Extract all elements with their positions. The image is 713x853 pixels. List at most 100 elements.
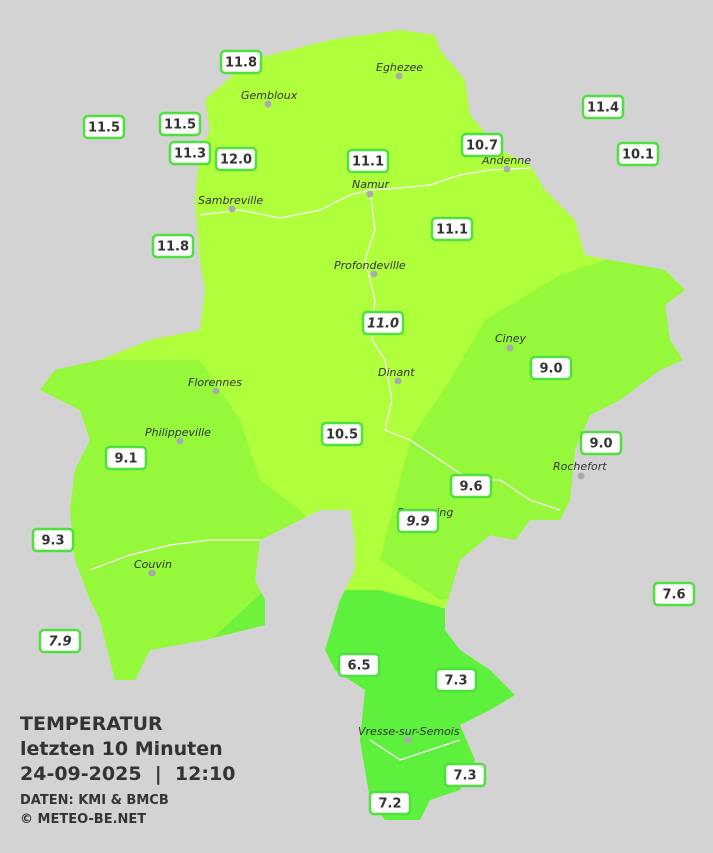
city-name: Philippeville <box>145 426 211 439</box>
station: 6.5 <box>337 652 381 678</box>
station-box <box>581 94 625 120</box>
station-value: 11.3 <box>174 147 206 162</box>
station-value: 9.9 <box>406 515 429 530</box>
station-box <box>337 652 381 678</box>
station-box <box>396 508 440 534</box>
station-value: 10.7 <box>466 139 498 154</box>
station-box <box>652 581 696 607</box>
station: 11.5 <box>82 114 126 140</box>
station-value: 11.5 <box>164 118 196 133</box>
station-value: 9.1 <box>114 452 137 467</box>
station: 11.1 <box>346 148 390 174</box>
station: 11.0 <box>361 310 405 336</box>
station-box <box>616 141 660 167</box>
station-value: 9.3 <box>41 534 64 549</box>
station-value: 7.2 <box>378 797 401 812</box>
station-box <box>158 111 202 137</box>
station-box <box>168 140 212 166</box>
station-box <box>361 310 405 336</box>
station: 11.4 <box>581 94 625 120</box>
station-box <box>38 628 82 654</box>
station: 11.8 <box>219 49 263 75</box>
station-value: 7.9 <box>48 635 71 650</box>
city-dot <box>212 387 220 395</box>
station: 9.0 <box>579 430 623 456</box>
station-value: 11.0 <box>367 317 399 332</box>
station-value: 12.0 <box>220 153 252 168</box>
station-value: 11.8 <box>225 56 257 71</box>
station-box <box>579 430 623 456</box>
caption: TEMPERATUR letzten 10 Minuten 24-09-2025… <box>20 713 235 827</box>
source: DATEN: KMI & BMCB <box>20 793 169 808</box>
station-box <box>434 667 478 693</box>
copyright: © METEO-BE.NET <box>20 812 146 827</box>
station: 9.6 <box>449 473 493 499</box>
station-value: 11.1 <box>436 223 468 238</box>
station-box <box>104 445 148 471</box>
station-box <box>460 132 504 158</box>
station-box <box>368 790 412 816</box>
station-box <box>430 216 474 242</box>
station-value: 9.6 <box>459 480 482 495</box>
station-box <box>529 355 573 381</box>
station-box <box>449 473 493 499</box>
city-name: Ciney <box>495 332 526 345</box>
station: 7.6 <box>652 581 696 607</box>
city-dot <box>577 472 585 480</box>
station: 9.3 <box>31 527 75 553</box>
city-dot <box>366 190 374 198</box>
station: 7.3 <box>434 667 478 693</box>
station: 11.8 <box>151 233 195 259</box>
city-name: Profondeville <box>334 259 406 272</box>
city-dot <box>176 437 184 445</box>
station-value: 7.6 <box>662 588 685 603</box>
station: 10.5 <box>320 421 364 447</box>
station-value: 9.0 <box>589 437 612 452</box>
station-box <box>443 762 487 788</box>
city-name: Couvin <box>134 558 172 571</box>
station-box <box>31 527 75 553</box>
city-dot <box>395 72 403 80</box>
station-value: 11.5 <box>88 121 120 136</box>
city-name: Dinant <box>378 366 415 379</box>
station-value: 10.5 <box>326 428 358 443</box>
city-dot <box>264 100 272 108</box>
city-dot <box>503 165 511 173</box>
station: 10.1 <box>616 141 660 167</box>
city-name: Vresse-sur-Semois <box>358 725 460 738</box>
city-name: Sambreville <box>198 194 263 207</box>
city-dot <box>370 270 378 278</box>
station: 9.9 <box>396 508 440 534</box>
station-box <box>151 233 195 259</box>
station-box <box>320 421 364 447</box>
station: 12.0 <box>214 146 258 172</box>
station: 7.2 <box>368 790 412 816</box>
subtitle: letzten 10 Minuten <box>20 738 223 760</box>
station: 11.5 <box>158 111 202 137</box>
station: 9.1 <box>104 445 148 471</box>
station-value: 6.5 <box>347 659 370 674</box>
station-value: 7.3 <box>444 674 467 689</box>
city-name: Eghezee <box>376 61 423 74</box>
station: 9.0 <box>529 355 573 381</box>
station-box <box>214 146 258 172</box>
station-box <box>346 148 390 174</box>
station-box <box>82 114 126 140</box>
datetime: 24-09-2025 | 12:10 <box>20 763 235 785</box>
station: 7.9 <box>38 628 82 654</box>
station-value: 11.1 <box>352 155 384 170</box>
city-dot <box>404 736 412 744</box>
city-dot <box>228 205 236 213</box>
city-name: Florennes <box>188 376 242 389</box>
station: 11.3 <box>168 140 212 166</box>
title: TEMPERATUR <box>20 713 163 735</box>
city-dot <box>148 569 156 577</box>
station: 11.1 <box>430 216 474 242</box>
station-box <box>219 49 263 75</box>
city-dot <box>394 377 402 385</box>
station-value: 11.4 <box>587 101 619 116</box>
city-dot <box>506 344 514 352</box>
station-value: 7.3 <box>453 769 476 784</box>
city-name: Rochefort <box>553 460 607 473</box>
